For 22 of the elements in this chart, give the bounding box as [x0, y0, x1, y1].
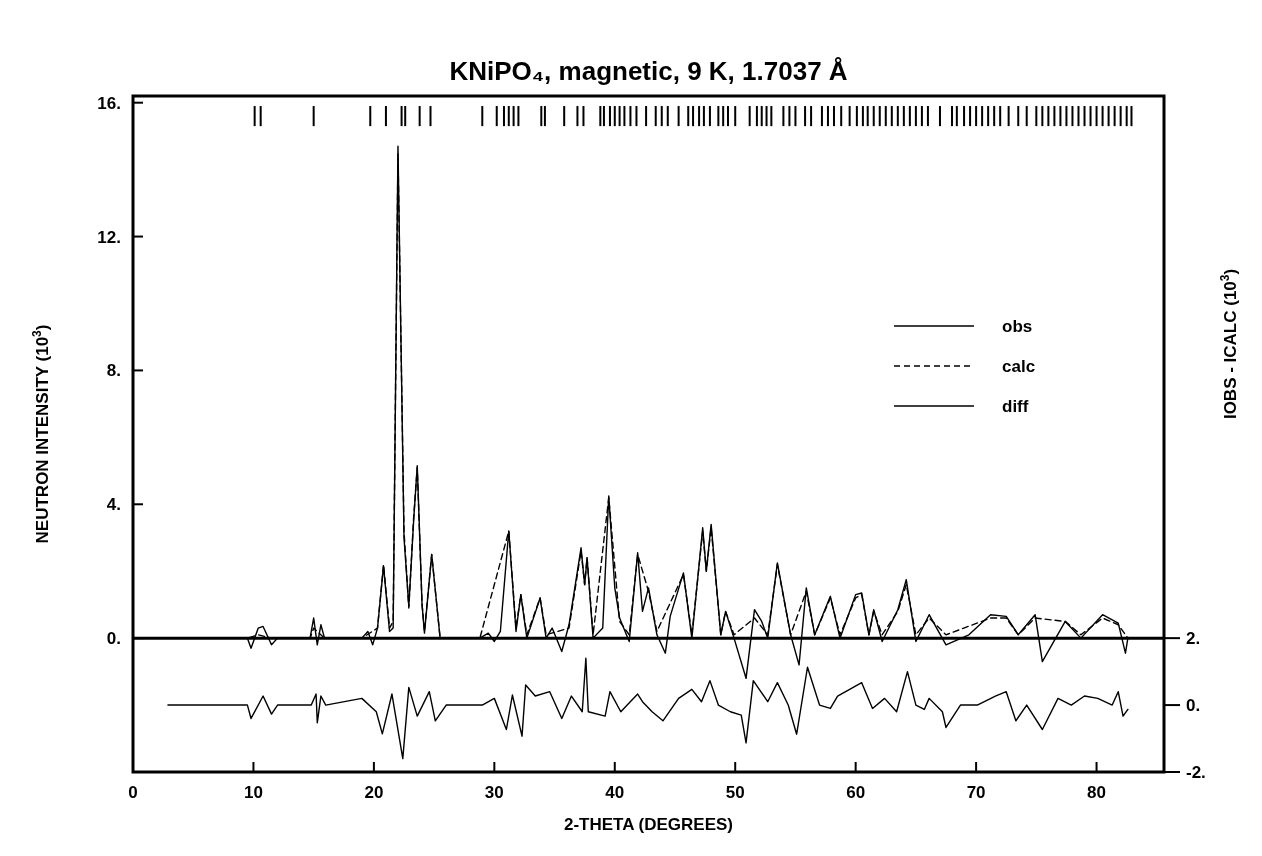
x-tick-label: 70	[966, 783, 986, 802]
x-tick-label: 30	[484, 783, 504, 802]
y-tick-label: 16.	[97, 93, 121, 113]
x-tick-label: 50	[725, 783, 745, 802]
legend-label: obs	[1002, 317, 1033, 336]
x-tick-label: 10	[243, 783, 263, 802]
y-tick-label: 12.	[97, 227, 121, 247]
legend-label: diff	[1002, 397, 1029, 416]
y2-tick-label: 2.	[1186, 629, 1201, 649]
x-tick-label: 80	[1087, 783, 1107, 802]
x-tick-label: 40	[605, 783, 625, 802]
y-tick-label: 4.	[106, 495, 121, 515]
y2-tick-label: -2.	[1186, 763, 1206, 782]
y-tick-label: 0.	[106, 629, 121, 649]
x-tick-label: 20	[364, 783, 384, 802]
x-axis-title: 2-THETA (DEGREES)	[563, 815, 734, 834]
x-tick-label: 60	[846, 783, 866, 802]
y2-tick-label: 0.	[1186, 696, 1201, 716]
y-tick-label: 8.	[106, 361, 121, 381]
legend-label: calc	[1002, 357, 1036, 376]
x-tick-label: 0	[128, 783, 138, 802]
chart-title: KNiPO₄, magnetic, 9 K, 1.7037 Å	[449, 56, 848, 86]
